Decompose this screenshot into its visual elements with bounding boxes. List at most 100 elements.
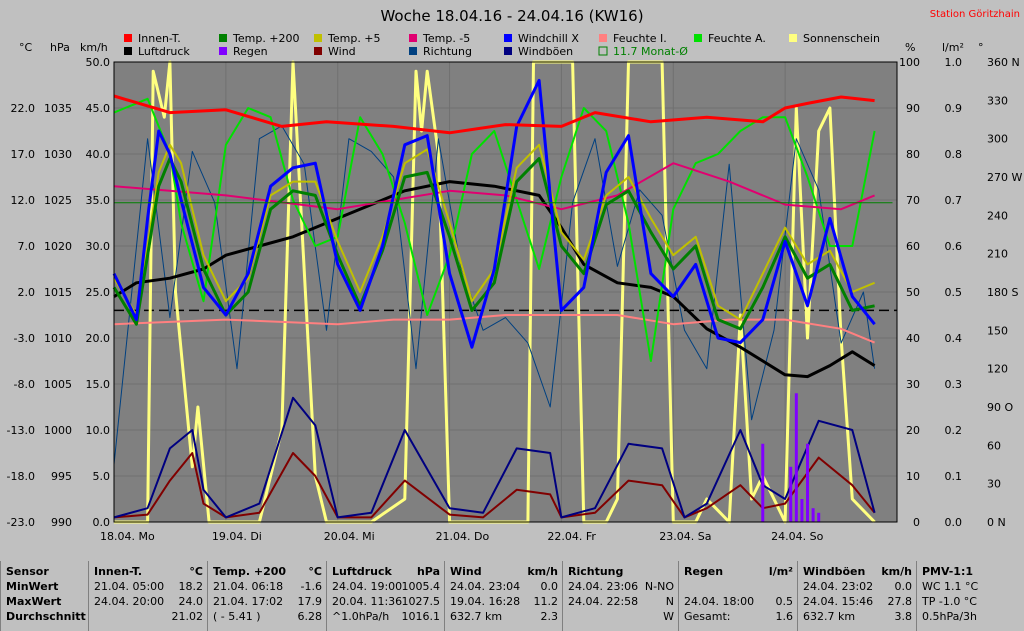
rain-tick-label: 0.0: [945, 516, 963, 529]
stats-column-unit: °C: [189, 565, 203, 578]
series-temp-200: [112, 157, 875, 331]
series-wind: [113, 452, 876, 519]
stats-cell-time: 24.04. 15:46: [803, 595, 874, 608]
stats-cell-value: 6.28: [297, 610, 323, 623]
temp-tick-label: 22.0: [11, 102, 36, 115]
dir-tick-label: 240: [987, 209, 1008, 222]
press-unit: hPa: [50, 41, 70, 54]
stats-row-label: MinWert: [6, 580, 59, 593]
x-tick-label: 19.04. Di: [212, 530, 262, 543]
rain-tick-label: 0.1: [945, 470, 963, 483]
stats-column-title: Luftdruck: [332, 565, 392, 578]
legend-swatch: [599, 34, 607, 42]
hum-tick-label: 50: [906, 286, 920, 299]
wind-tick-label: 10.0: [86, 424, 111, 437]
stats-cell-value: 24.0: [178, 595, 204, 608]
dir-tick-label: 90 O: [987, 401, 1013, 414]
stats-cell-value: 0.5: [775, 595, 794, 608]
press-tick-label: 990: [51, 516, 72, 529]
series-innen-t: [113, 94, 875, 135]
stats-column-title: PMV-1:1: [922, 565, 973, 578]
legend-swatch: [219, 47, 227, 55]
dir-tick-label: 330: [987, 94, 1008, 107]
legend-swatch: [124, 34, 132, 42]
stats-cell-value: N-NO: [644, 580, 674, 593]
rain-tick-label: 0.8: [945, 148, 963, 161]
stats-cell-value: 0.0: [540, 580, 559, 593]
legend-label: Temp. -5: [422, 32, 470, 45]
dir-tick-label: 0 N: [987, 516, 1006, 529]
stats-cell-value: 3.8: [894, 610, 913, 623]
legend-swatch: [219, 34, 227, 42]
rain-unit: l/m²: [942, 41, 964, 54]
wind-tick-label: 35.0: [86, 194, 111, 207]
legend-swatch: [504, 34, 512, 42]
temp-tick-label: -13.0: [7, 424, 35, 437]
stats-column: [562, 561, 679, 631]
temp-unit: °C: [19, 41, 33, 54]
stats-cell-value: 18.2: [178, 580, 204, 593]
stats-column: [678, 561, 798, 631]
legend: Innen-T. Temp. +200 Temp. +5 Temp. -5 Windch…: [124, 32, 880, 58]
stats-column-unit: °C: [308, 565, 322, 578]
temp-tick-label: 7.0: [18, 240, 36, 253]
hum-tick-label: 90: [906, 102, 920, 115]
legend-swatch: [504, 47, 512, 55]
x-tick-label: 22.04. Fr: [547, 530, 596, 543]
stats-column-title: Windböen: [803, 565, 866, 578]
dir-tick-label: 120: [987, 363, 1008, 376]
wind-tick-label: 25.0: [86, 286, 111, 299]
press-tick-label: 1010: [44, 332, 72, 345]
stats-cell-time: 19.04. 16:28: [450, 595, 521, 608]
hum-tick-label: 20: [906, 424, 920, 437]
series-temp-5: [113, 162, 875, 211]
stats-column-unit: hPa: [416, 565, 440, 578]
temp-tick-label: -8.0: [14, 378, 35, 391]
stats-column: [0, 561, 89, 631]
statistics-panel: Sensor MinWert MaxWert Durchschnitt Innen-T.…: [0, 561, 1024, 631]
hum-tick-label: 70: [906, 194, 920, 207]
dir-tick-label: 60: [987, 439, 1001, 452]
stats-cell-value: 0.0: [894, 580, 913, 593]
series-windchill-x: [112, 78, 876, 349]
rain-tick-label: 0.9: [945, 102, 963, 115]
press-tick-label: 1035: [44, 102, 72, 115]
press-tick-label: 1000: [44, 424, 72, 437]
stats-cell-value: 2.3: [540, 610, 559, 623]
wind-tick-label: 20.0: [86, 332, 111, 345]
legend-swatch: [314, 34, 322, 42]
dir-tick-label: 150: [987, 324, 1008, 337]
wind-tick-label: 0.0: [93, 516, 111, 529]
x-tick-label: 23.04. Sa: [659, 530, 711, 543]
dir-tick-label: 30: [987, 478, 1001, 491]
wind-unit: km/h: [80, 41, 108, 54]
hum-tick-label: 80: [906, 148, 920, 161]
series-feuchte-a: [113, 97, 876, 362]
axes: 22.0 17.0 12.0 7.0 2.0 -3.0 -8.0 -13.0 -18.0 -23.…: [7, 56, 1023, 543]
wind-tick-label: 30.0: [86, 240, 111, 253]
series-temp-5: [113, 143, 875, 321]
stats-cell-time: TP -1.0 °C: [922, 595, 977, 608]
rain-tick-label: 1.0: [945, 56, 963, 69]
stats-cell-time: 24.04. 23:06: [568, 580, 639, 593]
temp-tick-label: 2.0: [18, 286, 36, 299]
x-tick-label: 21.04. Do: [436, 530, 490, 543]
stats-cell-value: 1027.5: [401, 595, 441, 608]
series-layer: [112, 60, 893, 524]
stats-cell-value: 11.2: [533, 595, 559, 608]
stats-cell-time: WC 1.1 °C: [922, 580, 979, 593]
stats-column: [916, 561, 1024, 631]
stats-cell-time: 21.04. 06:18: [213, 580, 284, 593]
dir-tick-label: 300: [987, 133, 1008, 146]
stats-cell-time: 632.7 km: [803, 610, 856, 623]
stats-cell-value: 1016.1: [401, 610, 441, 623]
hum-tick-label: 100: [899, 56, 920, 69]
legend-swatch: [598, 46, 608, 56]
stats-cell-time: 24.04. 19:00: [332, 580, 403, 593]
legend-label: Feuchte I.: [613, 32, 667, 45]
stats-cell-time: 20.04. 11:36: [332, 595, 403, 608]
wind-tick-label: 50.0: [86, 56, 111, 69]
stats-cell-time: 24.04. 20:00: [94, 595, 165, 608]
press-tick-label: 1025: [44, 194, 72, 207]
dir-unit: °: [978, 41, 984, 54]
